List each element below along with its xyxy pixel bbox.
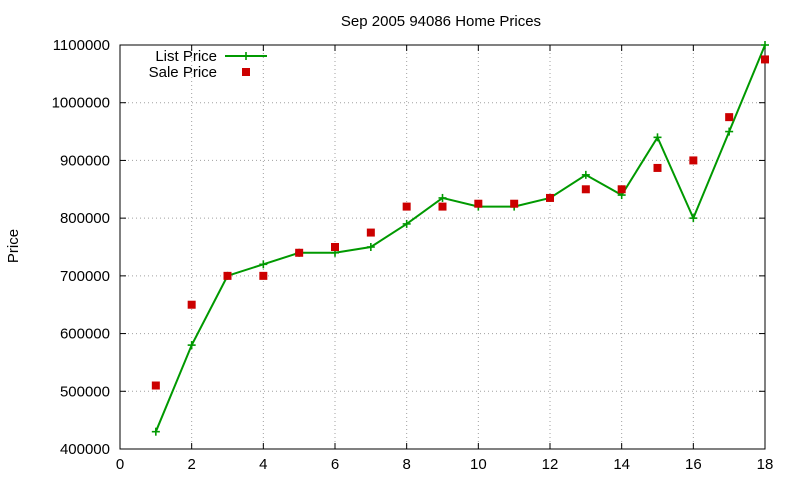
list-price-point [438,193,447,202]
axes: 0 2 4 6 8 10 12 14 16 18 400000 500000 600000 700000 8… [52,37,774,473]
y-tick-label: 400000 [60,441,110,458]
x-tick-label: 2 [187,456,195,473]
sale-price-point [546,193,554,202]
sale-price-point [689,156,698,165]
sale-price-point [187,300,196,309]
x-tick-label: 14 [613,456,630,473]
x-tick-label: 6 [331,456,339,473]
sale-price-point [331,243,339,251]
list-price-point [151,427,160,436]
list-price-point [259,260,268,269]
y-tick-label: 700000 [60,268,110,285]
series [151,41,769,436]
sale-price-point [295,248,304,257]
chart-title: Sep 2005 94086 Home Prices [341,13,541,30]
sale-price-point [474,199,483,208]
grid [120,45,765,449]
sale-price-point [151,381,160,390]
sale-price-point [223,271,232,280]
list-price-line [154,44,766,433]
y-tick-label: 600000 [60,326,110,343]
x-tick-label: 4 [259,456,267,473]
legend-marker-sale-price [242,68,250,76]
y-tick-label: 500000 [60,383,110,400]
x-tick-label: 8 [402,456,410,473]
legend-marker-list-price [242,52,250,60]
list-price-point [187,341,196,350]
sale-price-point [653,163,662,172]
y-tick-label: 1100000 [53,37,110,54]
y-axis-label: Price [5,229,22,263]
sale-price-point [761,55,769,64]
sale-price-point [725,113,734,122]
sale-price-point [510,199,519,208]
list-price-point [653,133,662,142]
sale-price-point [581,185,590,194]
list-price-point [725,127,734,136]
sale-price-point [617,185,626,194]
sale-price-point [438,202,447,211]
y-tick-label: 900000 [60,152,110,169]
sale-price-point [259,271,268,280]
x-tick-label: 10 [470,456,487,473]
y-tick-label: 1000000 [52,95,110,112]
list-price-point [689,214,698,223]
list-price-point [761,41,769,49]
x-tick-label: 18 [757,456,774,473]
sale-price-point [402,202,411,211]
list-price-point [366,243,375,251]
x-tick-label: 0 [116,456,124,473]
legend-label-sale-price: Sale Price [149,64,217,81]
sale-price-point [366,228,375,237]
plot-border [119,44,766,450]
list-price-point [581,170,590,179]
y-tick-label: 800000 [60,210,110,227]
x-tick-label: 12 [542,456,559,473]
list-price-point [402,219,411,228]
legend-label-list-price: List Price [155,48,217,65]
x-tick-label: 16 [685,456,702,473]
